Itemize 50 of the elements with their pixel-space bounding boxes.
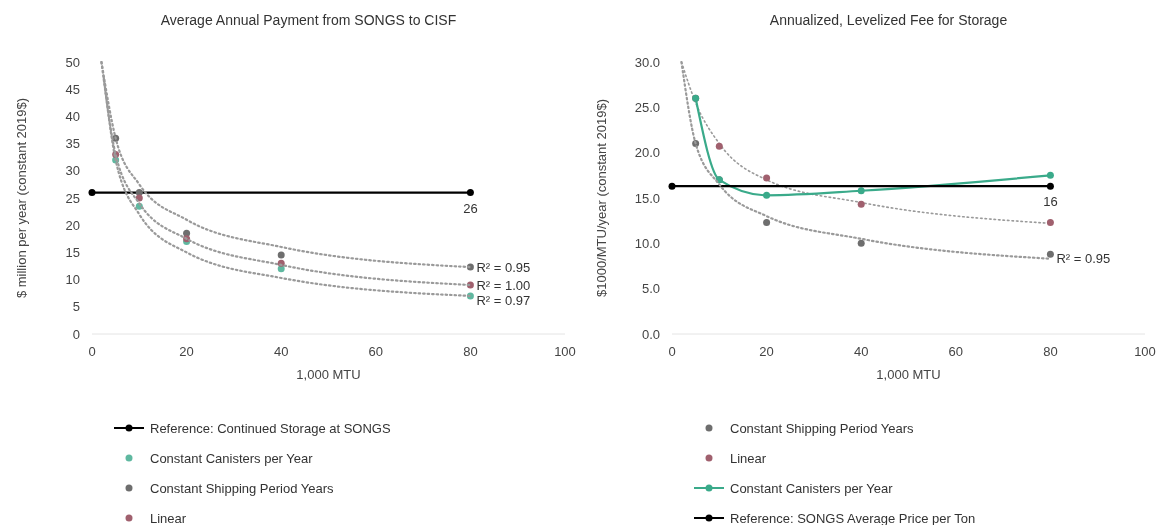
y-tick-label: 50 — [65, 54, 80, 70]
y-tick-label: 30 — [65, 163, 80, 179]
x-tick-label: 80 — [463, 344, 478, 359]
y-tick-label: 20.0 — [634, 145, 660, 161]
y-tick-label: 40 — [65, 108, 80, 124]
series-label: R² = 1.00 — [476, 277, 531, 293]
legend-label: Reference: Continued Storage at SONGS — [150, 420, 391, 436]
y-tick-label: 0.0 — [641, 326, 660, 342]
y-tick-label: 0 — [72, 326, 80, 342]
x-tick-label: 40 — [853, 344, 869, 359]
x-tick-label: 0 — [88, 344, 96, 359]
series-label: R² = 0.95 — [1056, 251, 1111, 267]
y-tick-label: 5 — [72, 299, 80, 315]
legend-label: Constant Shipping Period Years — [730, 420, 915, 436]
chart-title: Annualized, Levelized Fee for Storage — [769, 12, 1008, 28]
legend-label: Constant Canisters per Year — [150, 450, 314, 466]
y-tick-label: 35 — [65, 136, 80, 152]
y-tick-label: 5.0 — [641, 281, 660, 297]
x-tick-label: 60 — [368, 344, 384, 359]
y-tick-label: 45 — [65, 81, 80, 97]
y-tick-label: 30.0 — [634, 54, 660, 70]
y-tick-label: 10 — [65, 272, 80, 288]
x-tick-label: 100 — [1134, 344, 1156, 359]
data-label: 26 — [463, 200, 478, 216]
x-axis-title: 1,000 MTU — [296, 367, 361, 382]
legend-label: Reference: SONGS Average Price per Ton — [730, 510, 976, 525]
x-tick-label: 40 — [273, 344, 289, 359]
y-tick-label: 10.0 — [634, 235, 660, 251]
y-tick-label: 25.0 — [634, 99, 660, 115]
legend-label: Constant Shipping Period Years — [150, 480, 335, 496]
x-tick-label: 20 — [759, 344, 774, 359]
series-label: R² = 0.97 — [476, 292, 531, 308]
y-tick-label: 25 — [65, 190, 80, 206]
data-label: 16 — [1043, 194, 1058, 210]
x-tick-label: 80 — [1043, 344, 1058, 359]
chart-title: Average Annual Payment from SONGS to CISF — [160, 12, 457, 28]
y-tick-label: 15.0 — [634, 190, 660, 206]
x-tick-label: 0 — [668, 344, 676, 359]
y-axis-title: $1000/MTU/year (constant 2019$) — [594, 99, 609, 297]
x-tick-label: 100 — [554, 344, 576, 359]
y-tick-label: 20 — [65, 217, 80, 233]
legend-label: Linear — [150, 510, 187, 525]
y-tick-label: 15 — [65, 244, 80, 260]
y-axis-title: $ million per year (constant 2019$) — [14, 97, 29, 299]
x-tick-label: 60 — [948, 344, 964, 359]
legend-label: Linear — [730, 450, 767, 466]
legend-label: Constant Canisters per Year — [730, 480, 894, 496]
series-label: R² = 0.95 — [476, 259, 531, 275]
x-axis-title: 1,000 MTU — [876, 367, 941, 382]
x-tick-label: 20 — [179, 344, 194, 359]
